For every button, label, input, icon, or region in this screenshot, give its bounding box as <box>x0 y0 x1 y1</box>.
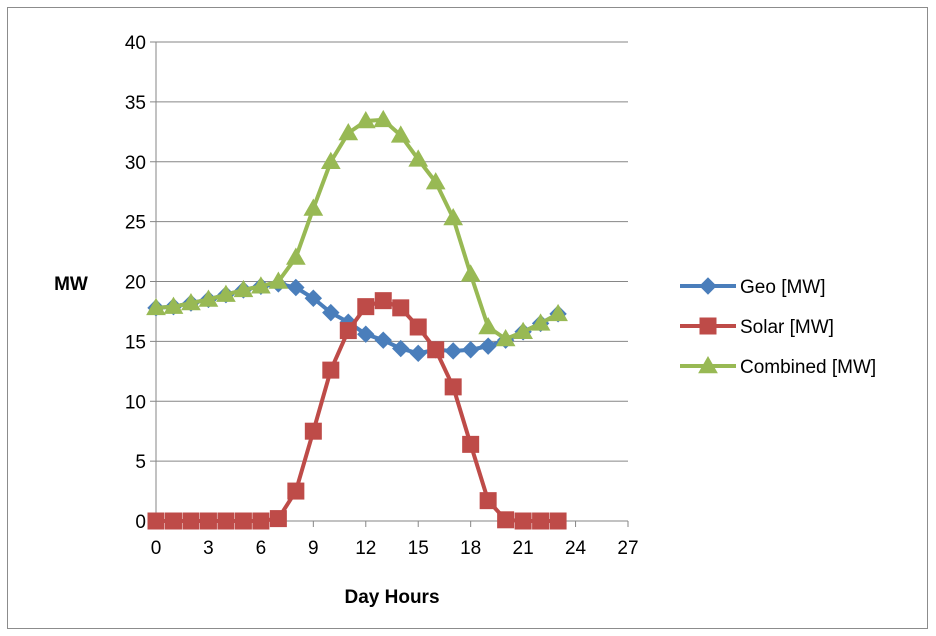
y-axis-title: MW <box>54 274 88 295</box>
legend-marker <box>698 355 718 374</box>
data-point <box>479 492 497 510</box>
data-point <box>408 149 429 167</box>
data-point <box>233 279 254 298</box>
series-2 <box>146 109 568 347</box>
x-axis-title: Day Hours <box>344 587 439 608</box>
data-point <box>322 361 340 379</box>
y-tick-label: 35 <box>125 93 146 114</box>
data-point <box>182 512 200 530</box>
data-point <box>234 512 252 530</box>
data-point <box>425 172 446 190</box>
data-point <box>285 247 306 265</box>
data-point <box>217 512 235 530</box>
data-point <box>548 303 568 322</box>
data-point <box>287 278 305 297</box>
data-point <box>252 512 270 530</box>
data-point <box>338 123 359 141</box>
data-point <box>514 512 532 530</box>
data-point <box>303 198 324 216</box>
y-tick-label: 20 <box>125 273 146 294</box>
y-tick-label: 40 <box>125 33 146 54</box>
legend-item-0: Geo [MW] <box>680 277 826 298</box>
data-point <box>497 511 515 529</box>
legend-marker <box>699 317 717 335</box>
data-point <box>357 298 375 316</box>
data-point <box>461 341 480 359</box>
legend-label: Combined [MW] <box>740 357 876 378</box>
data-point <box>444 342 462 360</box>
legend-item-2: Combined [MW] <box>680 355 876 378</box>
data-point <box>251 276 271 294</box>
data-point <box>374 292 392 310</box>
data-point <box>374 331 392 349</box>
data-point <box>513 321 533 340</box>
x-tick-label: 6 <box>256 538 267 559</box>
data-point <box>532 512 550 530</box>
legend-item-1: Solar [MW] <box>680 317 834 338</box>
data-point <box>147 512 165 530</box>
data-point <box>495 328 516 347</box>
data-point <box>164 512 182 530</box>
series-layer <box>146 109 568 530</box>
data-point <box>268 271 289 289</box>
data-point <box>462 435 480 453</box>
data-point <box>444 378 462 396</box>
y-tick-label: 0 <box>135 512 146 533</box>
x-tick-label: 3 <box>203 538 214 559</box>
data-point <box>163 296 184 314</box>
gridlines <box>156 41 628 462</box>
series-1 <box>147 292 567 530</box>
data-point <box>409 344 427 363</box>
legend-label: Solar [MW] <box>740 317 834 338</box>
y-tick-label: 15 <box>125 332 146 353</box>
data-point <box>198 289 219 307</box>
legend-marker <box>699 277 717 295</box>
data-point <box>357 325 375 343</box>
data-point <box>320 151 341 169</box>
data-point <box>390 125 411 143</box>
data-point <box>199 512 217 530</box>
data-point <box>427 341 445 359</box>
x-tick-label: 18 <box>460 538 481 559</box>
data-point <box>181 293 201 311</box>
data-point <box>146 297 166 316</box>
x-tick-label: 27 <box>617 538 638 559</box>
data-point <box>355 111 376 129</box>
data-point <box>478 316 499 335</box>
data-point <box>269 510 287 528</box>
y-tick-label: 25 <box>125 213 146 234</box>
data-point <box>392 339 410 358</box>
x-tick-label: 21 <box>513 538 534 559</box>
data-point <box>287 482 305 500</box>
x-tick-label: 24 <box>565 538 587 559</box>
data-point <box>409 318 427 336</box>
legend-label: Geo [MW] <box>740 277 826 298</box>
data-point <box>530 313 551 331</box>
x-tick-label: 0 <box>151 538 162 559</box>
data-point <box>443 208 464 226</box>
y-tick-label: 5 <box>135 452 146 473</box>
x-tick-label: 15 <box>408 538 429 559</box>
axes <box>150 41 629 527</box>
data-point <box>392 299 410 317</box>
data-point <box>304 422 322 440</box>
data-point <box>322 303 340 322</box>
data-point <box>479 337 497 355</box>
data-point <box>460 264 481 282</box>
data-point <box>216 284 236 302</box>
y-tick-label: 30 <box>125 153 146 174</box>
x-tick-label: 12 <box>355 538 376 559</box>
data-point <box>304 289 323 307</box>
y-tick-label: 10 <box>125 392 146 413</box>
x-tick-label: 9 <box>308 538 319 559</box>
data-point <box>373 109 394 128</box>
data-point <box>549 512 567 530</box>
data-point <box>339 322 357 340</box>
tick-labels: 0 5 10 15 20 25 30 35 40 0 3 6 9 12 15 18 21 24 27 <box>125 33 639 559</box>
legend: Geo [MW] Solar [MW] Combined [MW] <box>680 277 876 378</box>
